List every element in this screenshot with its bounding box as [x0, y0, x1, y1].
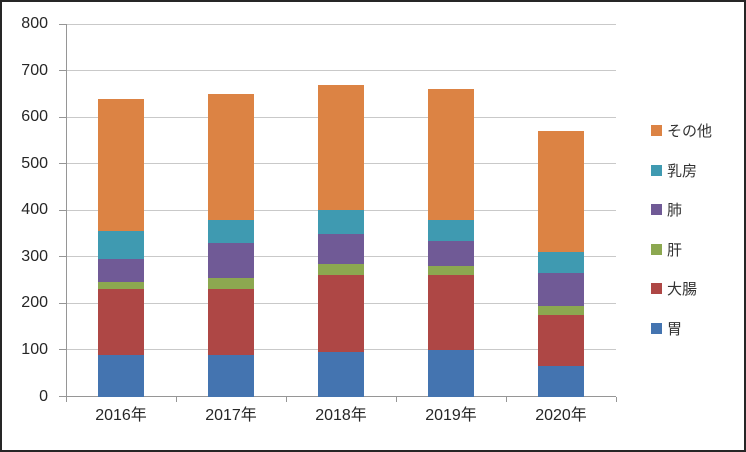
bar-segment-大腸 — [98, 289, 144, 355]
bar-segment-その他 — [208, 93, 254, 220]
x-tick-label: 2020年 — [535, 407, 587, 424]
y-tick-label: 600 — [21, 108, 48, 126]
bar-segment-大腸 — [538, 315, 584, 367]
legend-swatch-icon — [651, 322, 662, 334]
bar-segment-乳房 — [98, 231, 144, 260]
bar-segment-胃 — [208, 354, 254, 397]
bar-segment-胃 — [428, 349, 474, 397]
bar-segment-胃 — [538, 366, 584, 397]
bar-segment-その他 — [538, 131, 584, 253]
y-axis-tick — [59, 163, 66, 165]
bar-segment-大腸 — [318, 275, 364, 353]
x-axis-tick — [396, 396, 397, 402]
legend-swatch-icon — [651, 125, 662, 137]
x-axis-tick — [616, 396, 617, 402]
y-axis-tick — [59, 396, 66, 397]
y-tick-label: 800 — [21, 15, 48, 32]
legend-item-大腸: 大腸 — [651, 269, 712, 309]
legend-swatch-icon — [651, 243, 662, 255]
bar-segment-胃 — [318, 352, 364, 397]
bar-segment-乳房 — [208, 219, 254, 243]
y-axis-tick — [59, 23, 66, 25]
bar-segment-肺 — [428, 240, 474, 267]
x-axis-tick — [176, 396, 177, 402]
bar-segment-肺 — [538, 273, 584, 306]
y-tick-label: 100 — [21, 340, 48, 358]
bar-segment-胃 — [98, 354, 144, 397]
legend-swatch-icon — [651, 164, 662, 176]
bar-segment-その他 — [318, 84, 364, 211]
x-tick-label: 2017年 — [205, 407, 257, 424]
y-axis-tick — [59, 70, 66, 72]
bar-segment-肝 — [318, 263, 364, 276]
legend-label: 胃 — [667, 320, 683, 338]
legend-item-その他: その他 — [651, 111, 712, 151]
bar-segment-大腸 — [428, 275, 474, 350]
bar-segment-その他 — [98, 98, 144, 232]
bar-segment-肝 — [208, 277, 254, 290]
bar-segment-肝 — [428, 266, 474, 276]
bar-segment-肺 — [208, 242, 254, 278]
x-axis-tick — [506, 396, 507, 402]
legend-label: 肝 — [667, 241, 683, 259]
x-tick-label: 2016年 — [95, 407, 147, 424]
gridline — [66, 23, 616, 25]
bar-segment-肺 — [98, 259, 144, 283]
y-tick-label: 700 — [21, 61, 48, 79]
bar-segment-乳房 — [428, 219, 474, 241]
legend-item-乳房: 乳房 — [651, 151, 712, 191]
legend-item-胃: 胃 — [651, 309, 712, 349]
legend-label: 大腸 — [667, 281, 698, 299]
bar-segment-肝 — [98, 282, 144, 290]
legend-swatch-icon — [651, 283, 662, 295]
legend-label: その他 — [667, 123, 713, 141]
y-tick-label: 0 — [39, 387, 48, 405]
bar-segment-肝 — [538, 305, 584, 316]
x-tick-label: 2019年 — [425, 407, 477, 424]
y-tick-label: 300 — [21, 247, 48, 265]
bar-segment-肺 — [318, 233, 364, 264]
y-axis-tick — [59, 302, 66, 304]
legend-item-肝: 肝 — [651, 230, 712, 270]
gridline — [66, 70, 616, 72]
legend: その他乳房肺肝大腸胃 — [651, 111, 712, 348]
legend-swatch-icon — [651, 204, 662, 216]
y-axis-tick — [59, 116, 66, 118]
x-axis-tick — [286, 396, 287, 402]
y-tick-label: 500 — [21, 154, 48, 172]
x-axis-line — [66, 396, 616, 397]
y-tick-label: 400 — [21, 201, 48, 219]
legend-item-肺: 肺 — [651, 190, 712, 230]
y-axis-line — [66, 24, 67, 402]
bar-segment-その他 — [428, 89, 474, 220]
y-tick-label: 200 — [21, 294, 48, 312]
bar-segment-乳房 — [318, 210, 364, 234]
y-axis-tick — [59, 349, 66, 351]
x-tick-label: 2018年 — [315, 407, 367, 424]
bar-segment-大腸 — [208, 289, 254, 355]
y-axis-tick — [59, 256, 66, 258]
legend-label: 乳房 — [667, 162, 698, 180]
bar-segment-乳房 — [538, 252, 584, 274]
y-axis-tick — [59, 209, 66, 211]
legend-label: 肺 — [667, 202, 683, 220]
